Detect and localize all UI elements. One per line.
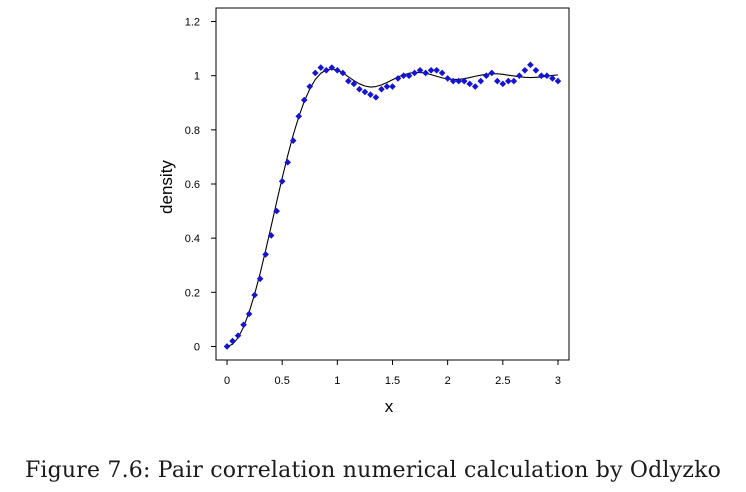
data-point — [300, 96, 308, 104]
data-point — [422, 69, 429, 77]
data-point — [510, 77, 518, 85]
data-point — [543, 72, 551, 79]
data-point — [427, 66, 435, 74]
data-point — [378, 85, 385, 93]
data-point — [339, 69, 347, 77]
data-point — [493, 77, 501, 85]
data-point — [345, 77, 352, 85]
data-point — [367, 91, 374, 98]
data-point — [400, 72, 407, 79]
data-point — [471, 83, 479, 90]
data-point — [455, 77, 462, 85]
data-point — [505, 77, 512, 85]
x-tick-label: 1.5 — [385, 375, 400, 387]
data-point — [350, 80, 358, 88]
data-point — [256, 275, 264, 283]
data-point — [328, 64, 336, 71]
data-point — [295, 113, 303, 120]
data-point — [317, 64, 325, 71]
data-point — [433, 66, 440, 74]
data-point — [516, 72, 523, 79]
y-tick-label: 0.2 — [185, 287, 200, 299]
y-tick-label: 0.4 — [185, 233, 200, 245]
data-point — [234, 332, 242, 339]
data-point — [262, 251, 269, 258]
data-point — [521, 66, 529, 74]
data-point — [538, 72, 545, 79]
x-tick-label: 0.5 — [275, 375, 290, 387]
data-point — [488, 69, 496, 77]
data-point — [311, 69, 319, 77]
data-point — [267, 232, 275, 239]
data-point — [438, 69, 446, 77]
data-point — [394, 75, 402, 82]
data-point — [499, 80, 507, 88]
x-tick-label: 2.5 — [495, 375, 510, 387]
data-point — [466, 80, 474, 88]
data-point — [527, 61, 534, 69]
data-point — [323, 66, 330, 74]
data-point — [444, 75, 451, 82]
x-tick-label: 2 — [445, 375, 451, 387]
y-tick-label: 0.6 — [185, 179, 200, 191]
x-axis-title: x — [385, 397, 394, 416]
data-point — [334, 66, 341, 74]
data-point — [405, 72, 413, 79]
data-point — [289, 137, 297, 144]
data-point — [356, 85, 363, 93]
y-tick-label: 1.2 — [185, 17, 200, 29]
data-point — [482, 72, 490, 79]
data-point — [449, 77, 457, 85]
data-point — [361, 88, 369, 96]
data-point — [477, 77, 485, 85]
data-point — [372, 94, 380, 101]
y-axis-title: density — [157, 160, 176, 214]
data-point — [383, 83, 391, 90]
data-point — [554, 77, 562, 85]
x-tick-label: 0 — [224, 375, 230, 387]
x-tick-label: 3 — [555, 375, 561, 387]
data-point — [273, 207, 280, 215]
y-tick-label: 0 — [194, 341, 200, 353]
data-point — [389, 83, 396, 90]
data-point — [223, 343, 231, 350]
x-tick-label: 1 — [334, 375, 340, 387]
data-point — [284, 159, 292, 166]
data-point — [306, 83, 314, 90]
plot-frame — [215, 7, 570, 361]
data-point — [460, 77, 468, 85]
data-point — [416, 66, 424, 74]
data-point — [411, 69, 418, 77]
data-point — [532, 66, 540, 74]
y-tick-label: 0.8 — [185, 125, 200, 137]
data-point — [240, 321, 247, 329]
data-point — [549, 75, 556, 82]
data-point — [229, 337, 236, 345]
data-point — [251, 291, 258, 299]
data-point — [278, 177, 286, 185]
data-point — [245, 310, 253, 318]
pair-correlation-chart: 0 0.5 1 1.5 2 2.5 3 0 0.2 0.4 0.6 0.8 1 1.2 x densit… — [157, 7, 570, 416]
figure-caption: Figure 7.6: Pair correlation numerical c… — [24, 458, 722, 483]
fit-curve — [226, 68, 559, 347]
y-tick-label: 1 — [194, 71, 200, 83]
